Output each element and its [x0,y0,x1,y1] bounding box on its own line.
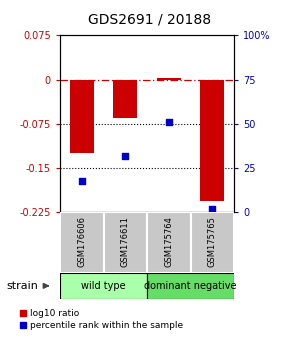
Text: GSM176606: GSM176606 [77,216,86,267]
Bar [200,80,224,201]
Bar [190,212,234,273]
Bar [113,80,137,118]
Legend: log10 ratio, percentile rank within the sample: log10 ratio, percentile rank within the … [20,309,184,330]
Point [79,178,84,183]
Bar [70,80,94,153]
Bar [147,212,190,273]
Point [210,206,215,212]
Bar [147,273,234,299]
Bar [60,273,147,299]
Text: dominant negative: dominant negative [144,281,237,291]
Text: strain: strain [6,281,38,291]
Text: GSM176611: GSM176611 [121,216,130,267]
Bar [157,78,181,80]
Point [123,153,128,159]
Bar [103,212,147,273]
Text: GSM175764: GSM175764 [164,216,173,267]
Point [166,119,171,125]
Text: wild type: wild type [81,281,126,291]
Text: GDS2691 / 20188: GDS2691 / 20188 [88,12,212,27]
Bar [60,212,103,273]
Text: GSM175765: GSM175765 [208,216,217,267]
